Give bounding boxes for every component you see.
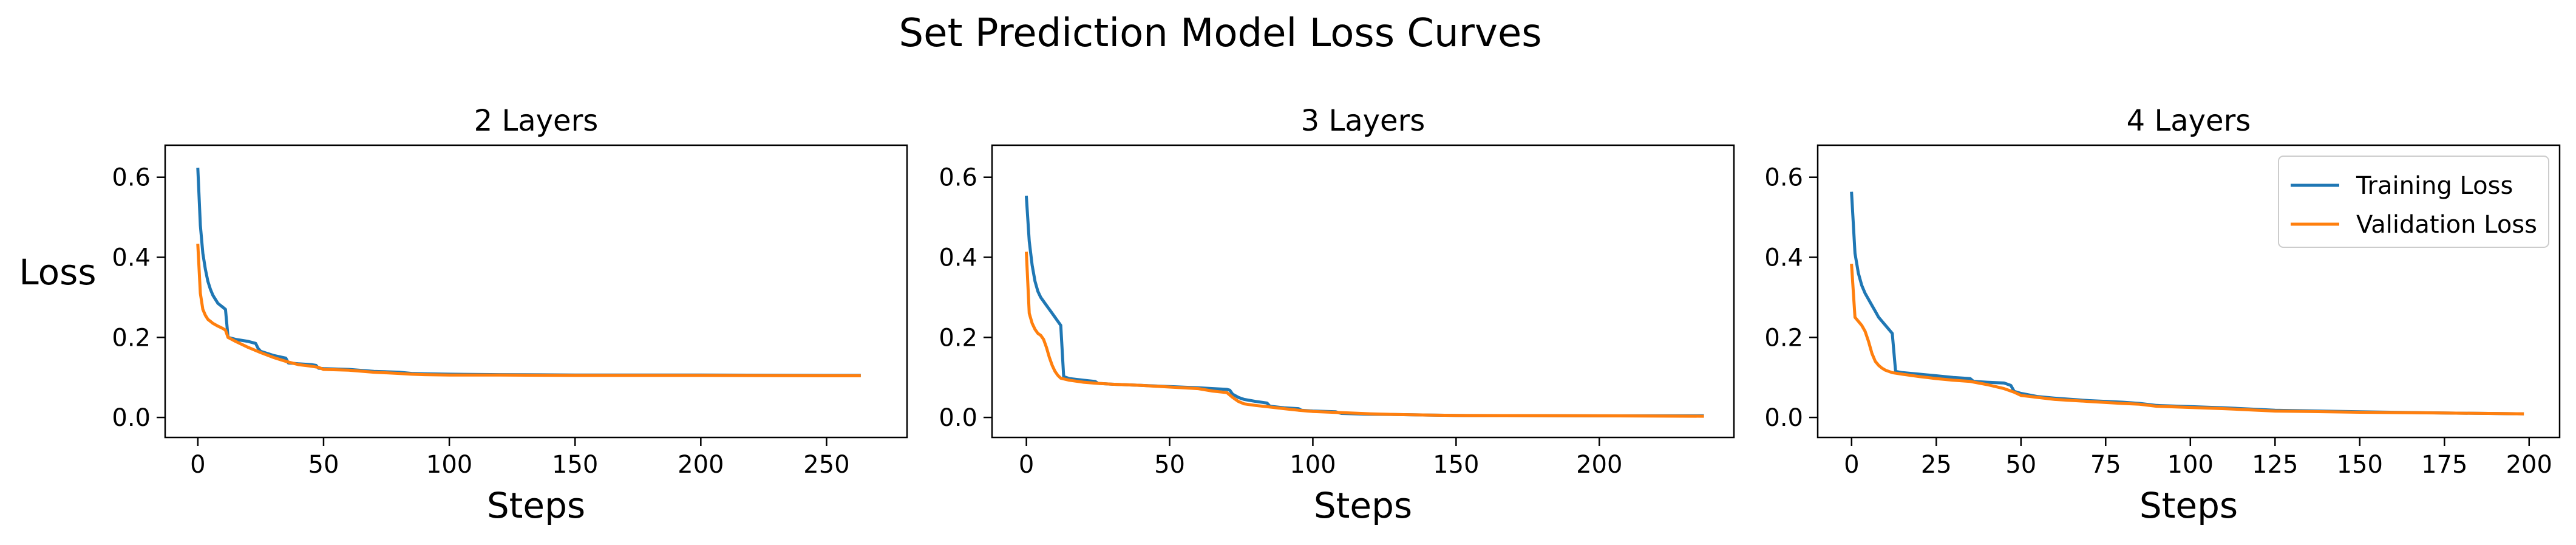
y-tick-label: 0.6 (112, 164, 151, 192)
y-tick-label: 0.6 (1764, 164, 1803, 192)
axes-frame (991, 144, 1735, 439)
x-tick-label: 150 (552, 451, 598, 479)
legend-entry: Validation Loss (2356, 211, 2537, 239)
series-line-validation-loss (1850, 264, 2524, 416)
panel-1: 0 50 100 150 200 250 0.0 0.2 0.4 0.6 2 Layers Steps (112, 104, 908, 526)
panel-title: 3 Layers (1301, 104, 1426, 138)
y-tick-label: 0.4 (112, 244, 151, 272)
x-tick-label: 150 (2337, 451, 2383, 479)
x-tick-label: 50 (1154, 451, 1185, 479)
x-tick-label: 200 (2506, 451, 2552, 479)
y-axis-label: Loss (19, 252, 96, 293)
legend: Training Loss Validation Loss (2278, 156, 2549, 248)
y-tick-label: 0.0 (939, 404, 977, 432)
y-tick-label: 0.2 (939, 324, 977, 352)
axes-frame (1816, 144, 2561, 439)
x-tick-label: 250 (803, 451, 849, 479)
x-tick-label: 200 (678, 451, 724, 479)
x-tick-label: 125 (2252, 451, 2298, 479)
x-tick-label: 0 (1844, 451, 1859, 479)
y-tick-label: 0.6 (939, 164, 977, 192)
y-tick-label: 0.0 (112, 404, 151, 432)
x-tick-label: 75 (2090, 451, 2121, 479)
x-axis-label: Steps (1314, 485, 1412, 526)
x-axis-label: Steps (2139, 485, 2238, 526)
series-line-validation-loss (196, 244, 861, 377)
figure-title: Set Prediction Model Loss Curves (899, 11, 1541, 56)
series-line-validation-loss (1024, 252, 1704, 418)
x-tick-label: 175 (2421, 451, 2467, 479)
x-axis-label: Steps (487, 485, 585, 526)
panel-3: 0 25 50 75 100 125 150 175 200 0.0 0.2 0.4 0.6 4 Laye… (1764, 104, 2561, 526)
panel-2: 0 50 100 150 200 0.0 0.2 0.4 0.6 3 Layers Steps (939, 104, 1735, 526)
x-tick-label: 50 (308, 451, 339, 479)
x-tick-label: 100 (2167, 451, 2214, 479)
x-tick-label: 0 (190, 451, 205, 479)
x-tick-label: 100 (426, 451, 472, 479)
x-tick-label: 150 (1433, 451, 1479, 479)
x-tick-label: 50 (2005, 451, 2036, 479)
panel-title: 2 Layers (474, 104, 599, 138)
x-tick-label: 100 (1290, 451, 1336, 479)
y-tick-label: 0.2 (112, 324, 151, 352)
x-tick-label: 25 (1921, 451, 1952, 479)
x-tick-label: 200 (1576, 451, 1622, 479)
y-tick-label: 0.0 (1764, 404, 1803, 432)
panel-title: 4 Layers (2127, 104, 2251, 138)
y-tick-label: 0.4 (1764, 244, 1803, 272)
y-tick-label: 0.4 (939, 244, 977, 272)
y-tick-label: 0.2 (1764, 324, 1803, 352)
x-tick-label: 0 (1019, 451, 1034, 479)
legend-box (2278, 156, 2549, 248)
legend-entry: Training Loss (2356, 172, 2513, 200)
axes-frame (164, 144, 908, 439)
